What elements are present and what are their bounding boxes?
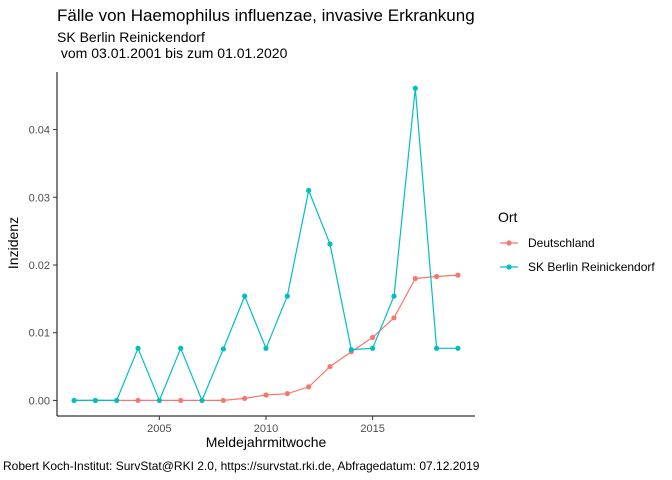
data-point-sk-berlin-reinickendorf xyxy=(370,345,376,351)
x-tick-label: 2010 xyxy=(254,423,278,435)
data-point-deutschland xyxy=(370,334,376,341)
data-point-sk-berlin-reinickendorf xyxy=(348,347,354,353)
data-point-sk-berlin-reinickendorf xyxy=(92,397,98,404)
data-point-sk-berlin-reinickendorf xyxy=(220,346,226,352)
legend-key-point-sk-berlin-reinickendorf xyxy=(506,264,512,270)
data-point-deutschland xyxy=(220,397,226,404)
data-point-sk-berlin-reinickendorf xyxy=(71,397,77,404)
data-point-sk-berlin-reinickendorf xyxy=(434,345,440,351)
x-axis-title: Meldejahrmitwoche xyxy=(206,434,327,450)
data-point-sk-berlin-reinickendorf xyxy=(327,241,333,247)
series-line-sk-berlin-reinickendorf xyxy=(74,88,458,402)
chart-caption: Robert Koch-Institut: SurvStat@RKI 2.0, … xyxy=(3,459,480,473)
legend-title: Ort xyxy=(498,209,518,225)
data-point-sk-berlin-reinickendorf xyxy=(114,397,120,404)
y-tick-label: 0.00 xyxy=(29,395,50,407)
data-point-deutschland xyxy=(327,363,333,370)
y-tick-label: 0.04 xyxy=(29,125,50,137)
series-line-deutschland xyxy=(74,274,458,401)
y-tick-label: 0.02 xyxy=(29,260,50,272)
data-point-sk-berlin-reinickendorf xyxy=(455,345,461,351)
data-point-sk-berlin-reinickendorf xyxy=(391,293,397,299)
y-axis-title: Inzidenz xyxy=(5,217,21,269)
data-point-sk-berlin-reinickendorf xyxy=(263,345,269,351)
axes: 0.00 0.01 0.02 0.03 0.04 2005 2010 2015 xyxy=(29,72,475,435)
data-point-sk-berlin-reinickendorf xyxy=(412,85,418,91)
legend-label-sk-berlin-reinickendorf: SK Berlin Reinickendorf xyxy=(528,260,655,274)
legend: Ort Deutschland SK Berlin Reinickendorf xyxy=(498,209,655,274)
legend-label-deutschland: Deutschland xyxy=(528,236,595,250)
data-point-deutschland xyxy=(284,391,290,397)
data-point-sk-berlin-reinickendorf xyxy=(178,345,184,351)
data-point-sk-berlin-reinickendorf xyxy=(135,345,141,351)
x-tick-label: 2005 xyxy=(147,423,171,435)
data-point-deutschland xyxy=(391,315,397,321)
data-point-deutschland xyxy=(412,275,418,282)
data-point-sk-berlin-reinickendorf xyxy=(284,293,290,299)
legend-key-point-deutschland xyxy=(506,240,512,246)
data-point-sk-berlin-reinickendorf xyxy=(156,397,162,404)
y-tick-label: 0.01 xyxy=(29,328,50,340)
data-point-deutschland xyxy=(263,392,269,398)
data-point-deutschland xyxy=(242,395,248,401)
data-point-deutschland xyxy=(455,272,461,278)
data-point-sk-berlin-reinickendorf xyxy=(242,293,248,299)
data-point-deutschland xyxy=(135,397,141,404)
data-point-sk-berlin-reinickendorf xyxy=(199,397,205,404)
chart-subtitle-line1: SK Berlin Reinickendorf xyxy=(57,29,205,45)
data-point-deutschland xyxy=(178,397,184,404)
y-tick-label: 0.03 xyxy=(29,192,50,204)
chart-subtitle-line2: vom 03.01.2001 bis zum 01.01.2020 xyxy=(57,45,288,61)
x-tick-label: 2015 xyxy=(360,423,384,435)
data-point-deutschland xyxy=(434,273,440,280)
data-point-sk-berlin-reinickendorf xyxy=(306,187,312,194)
data-point-deutschland xyxy=(306,384,312,390)
chart-title: Fälle von Haemophilus influenzae, invasi… xyxy=(57,6,475,25)
plot-area xyxy=(71,85,461,404)
